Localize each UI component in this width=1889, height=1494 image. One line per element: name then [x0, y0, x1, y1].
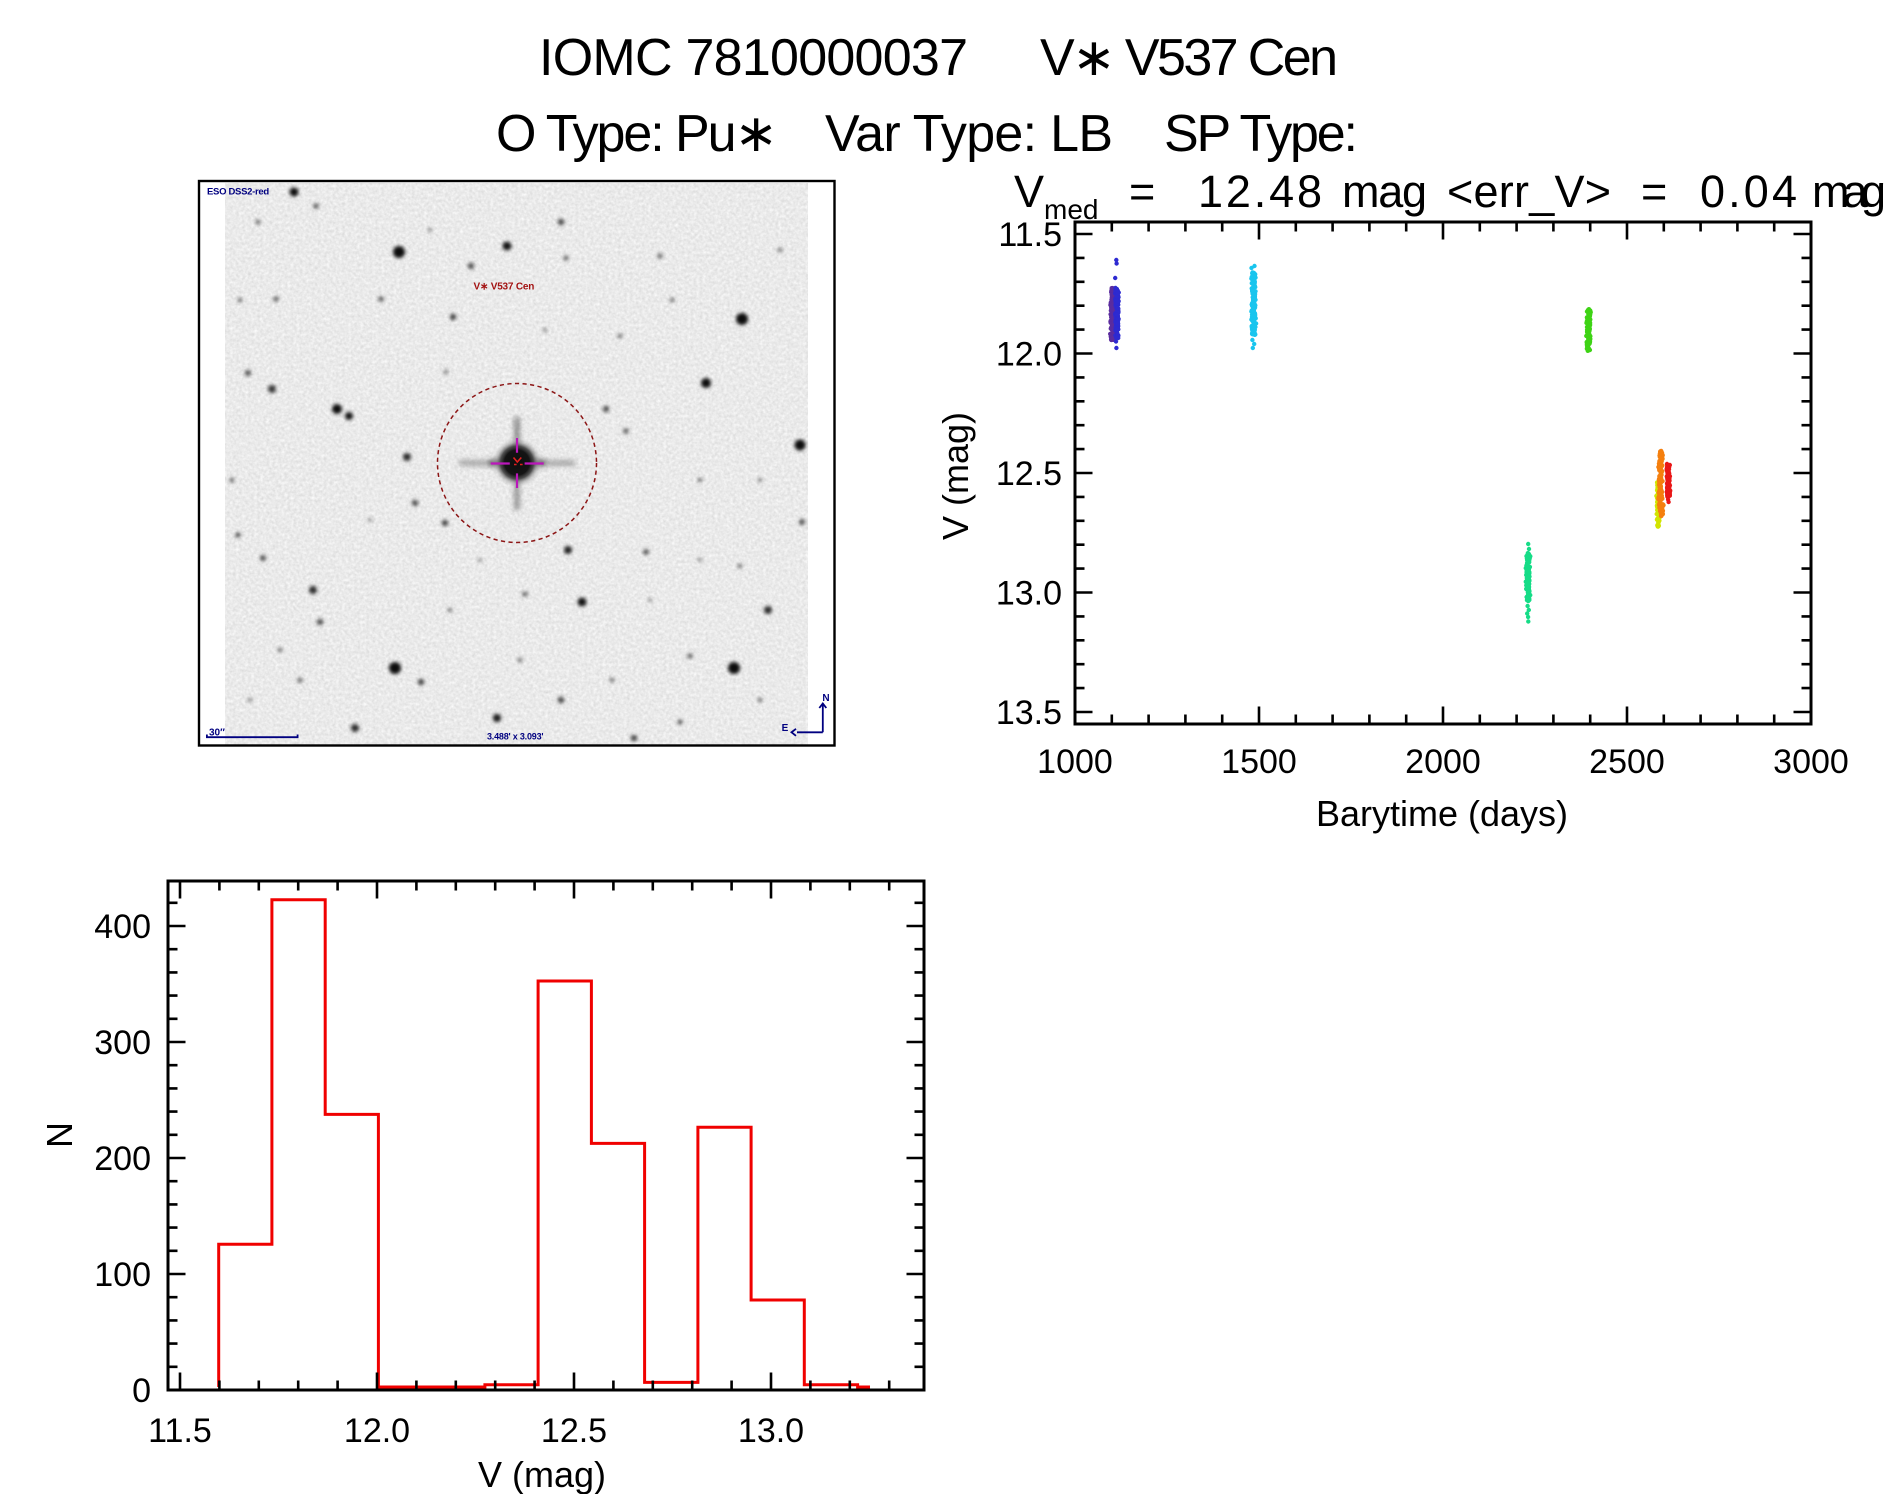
- svg-text:SP Type:: SP Type:: [1164, 105, 1358, 163]
- svg-text:3.488' x 3.093': 3.488' x 3.093': [487, 732, 543, 742]
- svg-text:200: 200: [94, 1140, 151, 1178]
- svg-text:V∗ V537 Cen: V∗ V537 Cen: [474, 282, 535, 293]
- svg-text:1500: 1500: [1221, 743, 1297, 781]
- svg-text:N: N: [39, 1122, 80, 1148]
- svg-text:<err_V>: <err_V>: [1447, 166, 1611, 217]
- svg-text:med: med: [1044, 194, 1098, 225]
- svg-text:2500: 2500: [1589, 743, 1665, 781]
- svg-text:100: 100: [94, 1256, 151, 1294]
- svg-text:Barytime (days): Barytime (days): [1316, 793, 1568, 834]
- svg-text:O Type: Pu∗: O Type: Pu∗: [496, 105, 778, 163]
- svg-text:300: 300: [94, 1024, 151, 1062]
- svg-text:1000: 1000: [1037, 743, 1113, 781]
- svg-text:=: =: [1129, 166, 1155, 217]
- svg-text:E: E: [782, 723, 789, 734]
- svg-text:0: 0: [132, 1372, 151, 1410]
- svg-text:mag: mag: [1342, 166, 1427, 217]
- svg-text:11.5: 11.5: [148, 1412, 212, 1450]
- svg-text:13.0: 13.0: [738, 1412, 804, 1450]
- svg-text:=: =: [1641, 166, 1667, 217]
- svg-text:V∗ V537 Cen: V∗ V537 Cen: [1040, 29, 1338, 87]
- svg-text:13.5: 13.5: [996, 694, 1062, 732]
- svg-text:11.5: 11.5: [998, 216, 1062, 254]
- svg-text:Var Type: LB: Var Type: LB: [825, 105, 1113, 163]
- svg-text:12.0: 12.0: [344, 1412, 410, 1450]
- svg-text:0.04: 0.04: [1700, 166, 1797, 217]
- svg-text:V (mag): V (mag): [478, 1454, 606, 1494]
- svg-text:30″: 30″: [209, 728, 225, 739]
- svg-text:V: V: [1014, 166, 1044, 217]
- svg-text:3000: 3000: [1773, 743, 1849, 781]
- svg-text:2000: 2000: [1405, 743, 1481, 781]
- svg-text:IOMC 7810000037: IOMC 7810000037: [539, 29, 968, 87]
- svg-text:12.5: 12.5: [996, 455, 1062, 493]
- svg-text:12.0: 12.0: [996, 336, 1062, 374]
- svg-text:12.5: 12.5: [541, 1412, 607, 1450]
- svg-text:13.0: 13.0: [996, 575, 1062, 613]
- svg-text:12.48: 12.48: [1198, 166, 1322, 217]
- svg-text:ESO DSS2-red: ESO DSS2-red: [207, 187, 269, 198]
- svg-text:N: N: [822, 693, 829, 704]
- svg-text:mag: mag: [1812, 166, 1886, 217]
- svg-text:V (mag): V (mag): [935, 412, 976, 540]
- svg-text:400: 400: [94, 908, 151, 946]
